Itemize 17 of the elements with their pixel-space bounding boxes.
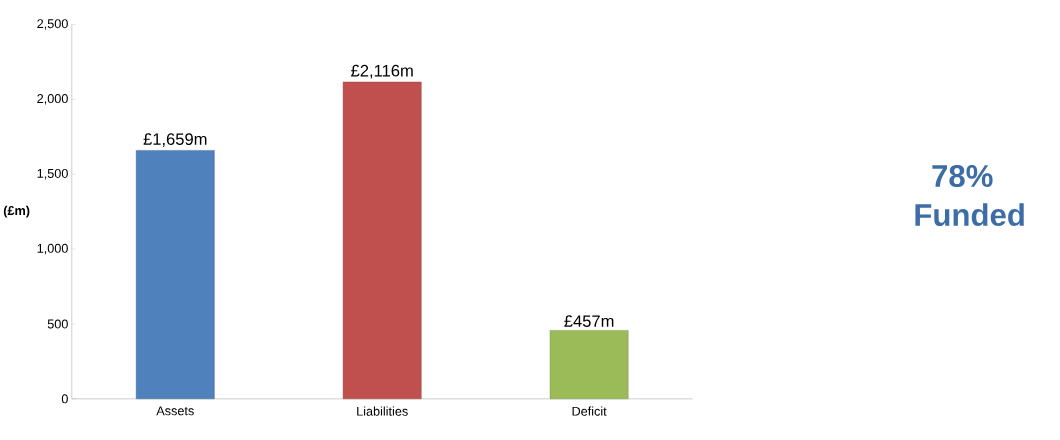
data-label: £1,659m <box>143 133 207 147</box>
y-tick-label: 1,500 <box>37 169 68 180</box>
y-tick-label: 500 <box>47 319 68 329</box>
y-tick-label: 0 <box>61 394 68 404</box>
data-label: £457m <box>564 315 614 328</box>
bar <box>549 330 629 400</box>
bar <box>135 150 215 400</box>
x-tick-label: Liabilities <box>357 406 408 416</box>
bar <box>342 81 422 400</box>
y-tick-label: 1,000 <box>37 243 68 255</box>
text: 78% Funded <box>915 165 1024 227</box>
y-axis-title: (£m) <box>3 205 30 218</box>
y-tick-label: 2,000 <box>37 94 68 105</box>
data-label: £2,116m <box>351 64 413 79</box>
x-tick-label: Deficit <box>572 406 607 416</box>
x-tick-label: Assets <box>156 406 194 416</box>
y-tick-label: 2,500 <box>37 19 68 30</box>
